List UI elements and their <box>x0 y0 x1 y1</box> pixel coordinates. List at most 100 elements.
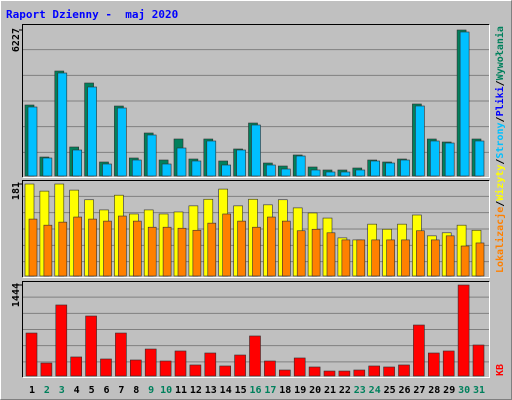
bar <box>236 149 246 177</box>
bar <box>174 350 187 377</box>
bar <box>308 366 321 377</box>
x-tick-label: 15 <box>235 385 247 396</box>
bar <box>293 357 306 377</box>
x-tick-label: 16 <box>249 385 261 396</box>
x-tick-label: 1 <box>29 385 35 396</box>
x-tick-label: 31 <box>473 385 485 396</box>
bar <box>42 157 53 177</box>
bar <box>176 147 187 177</box>
bar <box>460 245 470 277</box>
bar <box>323 370 336 377</box>
bar <box>28 218 38 277</box>
bar <box>103 220 112 277</box>
legend: Lokalizacje/Wizyty/Strony/Pliki/Wywołani… <box>494 26 506 273</box>
chart-title: Raport Dzienny - maj 2020 <box>6 8 178 21</box>
bar <box>310 169 321 177</box>
x-tick-label: 22 <box>339 385 351 396</box>
bar <box>267 216 276 277</box>
panel-edge-dark <box>22 180 490 278</box>
bar <box>356 239 366 277</box>
bar <box>206 140 217 177</box>
bar <box>266 164 276 177</box>
bar <box>445 235 455 277</box>
bar <box>457 284 470 377</box>
bar <box>117 107 127 177</box>
bar <box>341 239 351 277</box>
x-tick-label: 30 <box>458 385 470 396</box>
bar <box>338 370 351 377</box>
bar <box>25 332 38 377</box>
bar <box>100 358 112 377</box>
bar <box>58 221 68 277</box>
bar <box>281 220 291 277</box>
panel-edge-dark <box>22 281 490 378</box>
bar <box>278 369 291 377</box>
bar <box>55 304 68 377</box>
bar <box>325 171 336 177</box>
bar <box>118 215 127 277</box>
bar <box>27 106 38 177</box>
bar <box>386 239 395 277</box>
panel-edge-light <box>22 180 490 278</box>
x-tick-label: 12 <box>190 385 202 396</box>
bar <box>398 364 410 377</box>
x-tick-label: 27 <box>413 385 425 396</box>
bar <box>429 140 440 177</box>
bar <box>132 159 142 177</box>
bar <box>177 227 187 277</box>
bar <box>340 171 351 177</box>
y-tick-label: 1444 <box>11 283 22 307</box>
panel-edge-dark <box>22 24 490 178</box>
x-tick-label: 6 <box>103 385 109 396</box>
bar <box>252 226 261 277</box>
bar <box>219 365 231 377</box>
x-tick-label: 24 <box>369 385 381 396</box>
x-tick-label: 19 <box>294 385 306 396</box>
bar <box>159 360 172 377</box>
bar <box>368 365 381 377</box>
bar <box>204 352 217 377</box>
bar <box>85 315 97 377</box>
x-tick-label: 9 <box>148 385 154 396</box>
bar <box>88 218 97 277</box>
bar <box>221 164 231 177</box>
bar <box>427 352 440 377</box>
bar <box>475 242 485 277</box>
x-tick-label: 21 <box>324 385 336 396</box>
bar <box>161 163 172 177</box>
bar <box>295 155 306 177</box>
x-tick-label: 11 <box>175 385 187 396</box>
bar <box>189 364 202 377</box>
y-tick-label: 6227 <box>11 28 22 52</box>
bar <box>370 160 381 177</box>
x-tick-label: 13 <box>205 385 217 396</box>
bar <box>146 134 157 177</box>
x-tick-label: 5 <box>89 385 95 396</box>
bar <box>72 149 82 177</box>
bar <box>400 159 410 177</box>
bar <box>73 216 82 277</box>
bar <box>249 335 261 377</box>
bar <box>444 142 455 177</box>
legend-entry: KB <box>495 364 506 376</box>
x-tick-label: 2 <box>44 385 50 396</box>
bar <box>296 230 306 277</box>
bar <box>413 324 425 377</box>
x-tick-label: 7 <box>118 385 124 396</box>
legend-separator: / <box>495 116 506 122</box>
bar <box>40 362 53 377</box>
x-tick-label: 29 <box>443 385 455 396</box>
bar <box>371 239 381 277</box>
bar <box>326 232 336 277</box>
bar <box>442 350 455 377</box>
bar <box>191 160 202 177</box>
bar <box>353 369 366 377</box>
x-tick-label: 3 <box>59 385 65 396</box>
x-tick-label: 8 <box>133 385 139 396</box>
panel-edge-light <box>22 281 490 378</box>
bar <box>280 168 291 177</box>
bar <box>430 239 440 277</box>
x-tick-label: 14 <box>220 385 232 396</box>
